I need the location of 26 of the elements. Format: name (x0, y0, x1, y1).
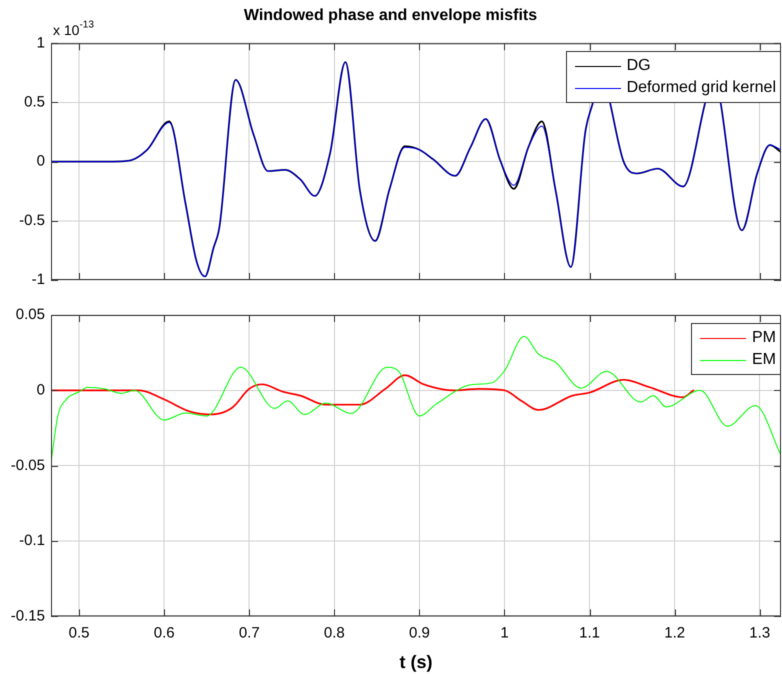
y-tick-label: 0.05 (16, 306, 45, 324)
legend-label: PM (752, 328, 776, 348)
y-tick-label: -0.05 (10, 456, 45, 474)
x-axis-title: t (s) (400, 652, 432, 672)
y-tick-label: -0.1 (19, 532, 45, 550)
y-tick-label: 0.5 (24, 94, 45, 111)
x-tick-label: 0.9 (408, 624, 430, 642)
y-tick-label: 0 (36, 381, 45, 398)
x-tick-label: 0.6 (154, 624, 175, 642)
legend-label: Deformed grid kernel (626, 78, 776, 98)
y-tick-label: -0.5 (19, 212, 45, 229)
legend-label: DG (626, 56, 651, 76)
legend-label: EM (752, 350, 776, 370)
line-series (51, 374, 694, 416)
x-tick-label: 0.7 (238, 624, 260, 642)
x-tick-label: 1.2 (664, 624, 686, 642)
x-tick-label: 1 (500, 624, 509, 642)
x-tick-label: 1.1 (579, 624, 600, 642)
y-tick-label: -1 (32, 271, 45, 288)
x-tick-label: 0.5 (68, 624, 90, 642)
y-tick-label: -0.15 (10, 608, 45, 625)
chart-title: Windowed phase and envelope misfits (244, 7, 538, 24)
x-tick-label: 0.8 (324, 624, 345, 642)
x-tick-label: 1.3 (749, 624, 770, 642)
y-tick-label: 1 (36, 34, 45, 52)
y-tick-label: 0 (36, 152, 45, 170)
